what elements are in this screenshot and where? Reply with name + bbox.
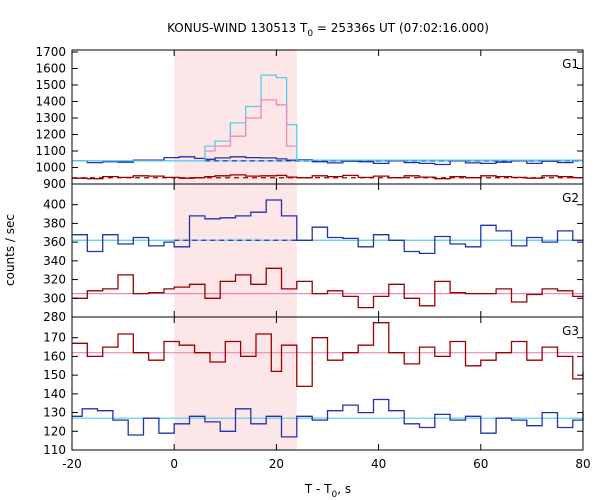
y-tick-label: 1600 bbox=[35, 62, 66, 76]
y-tick-label: 140 bbox=[43, 387, 66, 401]
highlight-interval bbox=[174, 50, 297, 450]
x-axis-label: T - T0, s bbox=[304, 482, 351, 500]
x-axis-label-rest: , s bbox=[337, 482, 351, 496]
chart-title-main: KONUS-WIND 130513 T bbox=[167, 21, 308, 35]
x-tick-label: 60 bbox=[473, 457, 488, 471]
x-tick-label: 80 bbox=[575, 457, 590, 471]
x-tick-label: 20 bbox=[269, 457, 284, 471]
x-tick-label: 0 bbox=[170, 457, 178, 471]
chart-title-subscript: 0 bbox=[307, 29, 313, 39]
y-axis-label: counts / sec bbox=[3, 214, 17, 286]
panel-label-g3: G3 bbox=[562, 324, 579, 338]
series-g1-3 bbox=[204, 99, 297, 152]
y-tick-label: 1200 bbox=[35, 128, 66, 142]
panel-g1: 900 1000 1100 1200 1300 1400 1500 1600 1700 G1 bbox=[35, 45, 584, 191]
y-tick-label: 110 bbox=[43, 443, 66, 457]
y-tick-label: 360 bbox=[43, 235, 66, 249]
plot-area: 90010001100120013001400150016001700G1280… bbox=[35, 45, 590, 471]
series-g1-2 bbox=[72, 74, 583, 162]
panel-label-g2: G2 bbox=[562, 191, 579, 205]
panel-frame-g2 bbox=[71, 183, 584, 318]
panel-g3: 110 120 130 140 150 160 170 G3 bbox=[43, 316, 584, 457]
y-tick-label: 1300 bbox=[35, 111, 66, 125]
y-tick-label: 380 bbox=[43, 216, 66, 230]
y-tick-label: 1700 bbox=[35, 45, 66, 59]
series-g1-0 bbox=[72, 156, 583, 166]
y-tick-label: 400 bbox=[43, 198, 66, 212]
series-g2-1 bbox=[72, 267, 583, 309]
y-tick-label: 340 bbox=[43, 254, 66, 268]
y-tick-label: 300 bbox=[43, 291, 66, 305]
y-tick-label: 120 bbox=[43, 424, 66, 438]
y-tick-label: 280 bbox=[43, 310, 66, 324]
series-g1-1 bbox=[72, 174, 583, 180]
series-g3-0 bbox=[72, 322, 584, 388]
panel-label-g1: G1 bbox=[562, 57, 579, 71]
y-tick-label: 170 bbox=[43, 331, 66, 345]
series-g3-1 bbox=[72, 398, 584, 438]
y-tick-label: 320 bbox=[43, 273, 66, 287]
y-tick-label: 130 bbox=[43, 406, 66, 420]
panel-frame-g3 bbox=[71, 316, 584, 451]
y-tick-label: 1000 bbox=[35, 161, 66, 175]
y-tick-label: 900 bbox=[43, 177, 66, 191]
y-tick-label: 1100 bbox=[35, 144, 66, 158]
chart-title: KONUS-WIND 130513 T0 = 25336s UT (07:02:… bbox=[167, 21, 489, 39]
y-tick-label: 1500 bbox=[35, 78, 66, 92]
x-axis-label-main: T - T bbox=[304, 482, 332, 496]
y-tick-label: 150 bbox=[43, 368, 66, 382]
y-tick-label: 160 bbox=[43, 349, 66, 363]
x-axis-label-subscript: 0 bbox=[332, 490, 338, 500]
panel-g2: 280 300 320 340 360 380 400 G2 bbox=[43, 183, 584, 324]
chart-title-rest: = 25336s UT (07:02:16.000) bbox=[313, 21, 489, 35]
series-g2-0 bbox=[72, 199, 583, 255]
x-tick-label: 40 bbox=[371, 457, 386, 471]
y-tick-label: 1400 bbox=[35, 95, 66, 109]
x-tick-label: -20 bbox=[62, 457, 82, 471]
panel-frame-g1 bbox=[71, 49, 584, 185]
